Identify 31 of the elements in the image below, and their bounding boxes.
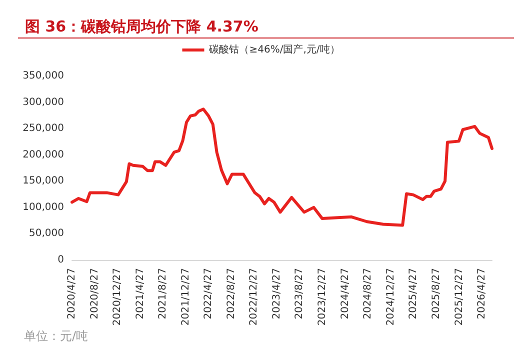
legend-label: 碳酸钴（≥46%/国产,元/吨） xyxy=(208,44,340,56)
x-tick-label: 2021/4/27 xyxy=(134,268,146,320)
x-tick-label: 2024/8/27 xyxy=(362,268,374,320)
x-tick-label: 2020/12/27 xyxy=(112,268,124,326)
y-tick-label: 200,000 xyxy=(22,149,64,160)
x-tick-label: 2021/12/27 xyxy=(180,268,192,326)
x-tick-label: 2025/4/27 xyxy=(408,268,420,320)
y-tick-label: 350,000 xyxy=(22,70,64,82)
x-tick-label: 2022/4/27 xyxy=(203,268,214,320)
x-tick-label: 2023/12/27 xyxy=(317,268,328,326)
x-tick-label: 2024/4/27 xyxy=(340,268,351,320)
y-tick-label: 50,000 xyxy=(29,228,64,240)
text: 单位：元/吨 xyxy=(24,329,88,343)
y-tick-label: 250,000 xyxy=(22,123,64,134)
y-tick-label: 0 xyxy=(58,254,64,266)
x-tick-label: 2023/4/27 xyxy=(271,268,282,320)
x-tick-label: 2022/12/27 xyxy=(248,268,260,326)
chart-title: 图 36：碳酸钴周均价下降 4.37% xyxy=(25,18,258,36)
y-tick-label: 150,000 xyxy=(22,176,64,187)
x-tick-label: 2023/8/27 xyxy=(294,268,306,320)
line-series xyxy=(70,108,494,227)
x-tick-label: 2022/8/27 xyxy=(226,268,237,320)
x-tick-label: 2021/8/27 xyxy=(158,268,169,320)
x-tick-label: 2020/4/27 xyxy=(66,268,78,320)
x-tick-label: 2025/8/27 xyxy=(430,268,442,320)
x-tick-label: 2025/12/27 xyxy=(454,268,465,326)
y-tick-label: 100,000 xyxy=(22,202,64,213)
y-tick-label: 300,000 xyxy=(22,96,64,108)
x-tick-label: 2024/12/27 xyxy=(385,268,396,326)
x-tick-label: 2020/8/27 xyxy=(89,268,100,320)
x-tick-label: 2026/4/27 xyxy=(476,268,488,320)
